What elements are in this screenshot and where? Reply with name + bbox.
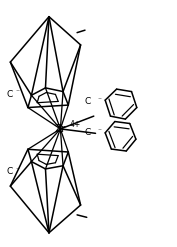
Text: ⁻: ⁻ bbox=[97, 126, 101, 135]
Text: ⁻: ⁻ bbox=[97, 95, 101, 104]
Text: ⁻: ⁻ bbox=[16, 165, 20, 174]
Text: C: C bbox=[7, 89, 13, 99]
Text: Zr: Zr bbox=[55, 124, 66, 134]
Text: C: C bbox=[85, 128, 91, 137]
Text: 4+: 4+ bbox=[70, 120, 81, 129]
Text: C: C bbox=[85, 97, 91, 106]
Text: ⁻: ⁻ bbox=[16, 88, 20, 97]
Text: C: C bbox=[7, 167, 13, 176]
